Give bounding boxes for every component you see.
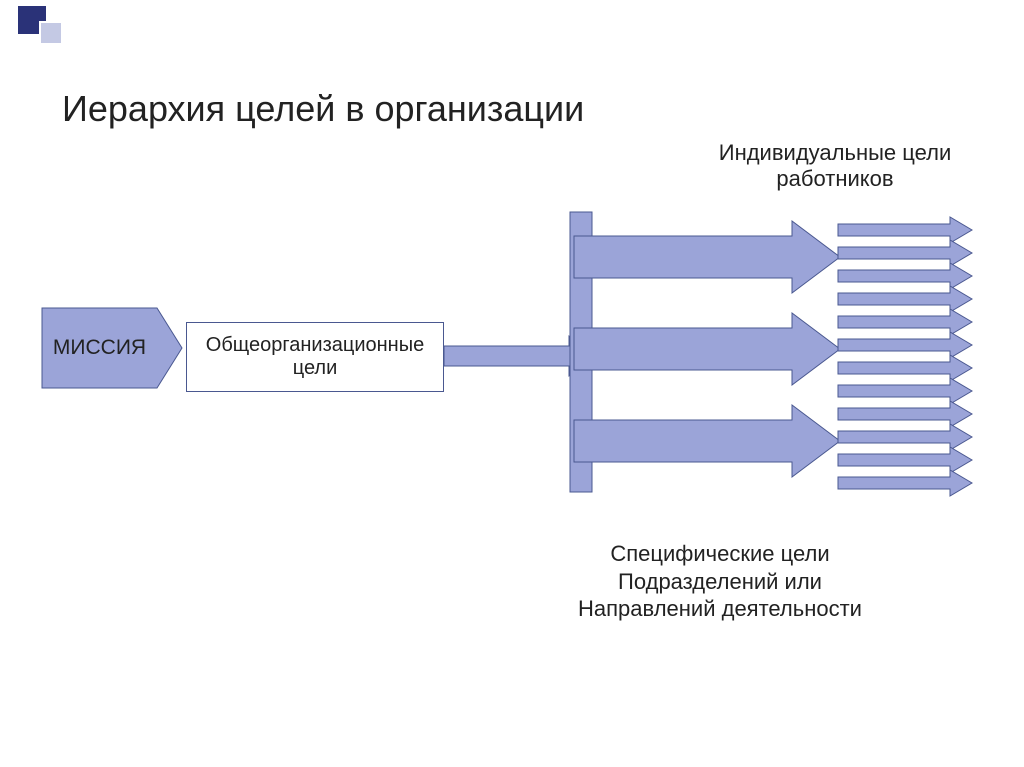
mission-label: МИССИЯ [42,336,157,360]
label-line: Общеорганизационные [206,334,424,356]
diagram-shapes [0,0,1024,767]
label-line: Специфические цели [610,541,829,566]
label-line: Направлений деятельности [578,596,862,621]
label-line: цели [293,357,338,379]
org-goals-box: Общеорганизационные цели [186,322,444,392]
slide: Иерархия целей в организации Индивидуаль… [0,0,1024,767]
label-line: Подразделений или [618,569,822,594]
label-specific-goals: Специфические цели Подразделений или Нап… [560,540,880,623]
